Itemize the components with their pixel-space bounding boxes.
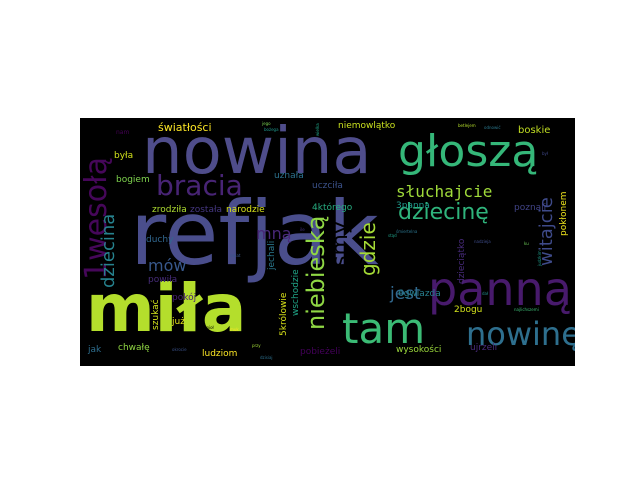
word-szukac: szukać <box>151 299 161 330</box>
word-judzkim: judzkim <box>537 250 542 266</box>
word-gdzie: gdzie <box>356 222 380 276</box>
word-jak: jak <box>88 345 102 355</box>
word-narodzie: narodzie <box>226 205 265 215</box>
word-poznali: poznali <box>514 203 547 213</box>
word-dal: dał <box>482 291 489 296</box>
word-nowina: nowina <box>142 118 372 189</box>
word-ile: ile <box>300 227 305 232</box>
word-powila: powiła <box>148 275 178 285</box>
word-stad: stąd <box>388 233 397 238</box>
word-zrodzila: zrodziła <box>152 205 187 215</box>
word-chwale: chwałę <box>118 343 150 353</box>
word-bogiem: bogiem <box>116 175 150 185</box>
word-ludziom: ludziom <box>202 349 238 359</box>
word-dziecine: dziecinę <box>398 200 489 225</box>
word-wysokosci: wysokości <box>396 345 442 355</box>
word-nowine: nowinę <box>466 315 575 353</box>
word-cloud: refjak nowina miła panną głoszą tam nowi… <box>80 118 575 366</box>
word-duchy: duchy <box>146 235 174 245</box>
word-bracia: bracia <box>156 169 243 202</box>
word-betlejem: betlejem <box>458 123 476 128</box>
word-dwabogu: 2bogu <box>454 305 483 315</box>
word-najlichszemi: najlichszemi <box>514 307 539 312</box>
word-sluchajcie: słuchajcie <box>396 182 493 201</box>
word-smiertelna: śmiertelna <box>396 229 418 234</box>
word-jego: jego <box>262 121 271 126</box>
word-ujrzeli: ujrzeli <box>470 343 498 353</box>
word-boskie: boskie <box>518 125 551 136</box>
word-panna: panną <box>428 262 572 316</box>
word-dzisiaj: dzisiaj <box>260 355 273 360</box>
word-byla: była <box>114 151 134 161</box>
word-pokoj: pokój <box>172 293 197 303</box>
word-refjak: refjak <box>130 182 379 285</box>
word-tam: tam <box>342 304 426 353</box>
word-ku: ku <box>524 241 529 246</box>
word-zostala: została <box>190 205 223 215</box>
word-mila: miła <box>86 270 247 347</box>
word-krolowie: 5królowie <box>279 292 289 336</box>
word-ktorego: 4którego <box>312 203 353 213</box>
word-aniol: anioł <box>204 325 214 330</box>
word-mna: mną <box>256 224 292 243</box>
word-niemowlatko: niemowlątko <box>338 121 396 131</box>
word-pobiezeli: pobieżeli <box>300 347 341 357</box>
word-bysmy: byśmy <box>328 221 353 294</box>
word-buzega: bożega <box>264 127 279 132</box>
word-glosza: głoszą <box>398 126 539 177</box>
word-muk: muk <box>230 327 239 332</box>
word-przy: przy <box>252 343 261 348</box>
word-juz: już <box>172 317 185 327</box>
word-byl: był <box>542 151 549 156</box>
word-odnowic: odnowić <box>484 125 501 130</box>
word-jest: jest <box>390 284 421 304</box>
word-okrocie: okrocie <box>172 347 187 352</box>
word-poklonem: pokłonem <box>559 191 569 236</box>
word-gwiazda: 6gwiazda <box>398 289 441 299</box>
word-uznala: uznała <box>274 171 304 181</box>
word-jechali: jechali <box>267 240 277 270</box>
word-dzieciatko: dzieciątko <box>457 238 467 284</box>
word-trzypanna: 3panna <box>396 201 430 211</box>
word-swiatlosci: światłości <box>158 121 212 134</box>
word-niebieska: niebieską <box>302 215 330 330</box>
word-dziecina: dziecina <box>98 213 119 288</box>
word-wschodzie: wschodzie <box>291 269 301 316</box>
word-uczcila: uczciła <box>312 181 343 191</box>
word-wielka: wielka <box>315 123 320 136</box>
word-swiat: swiat <box>230 253 241 258</box>
word-nam: nam <box>116 129 130 136</box>
word-mow: mów <box>148 256 187 275</box>
word-nadzieja: nadzieja <box>474 239 491 244</box>
